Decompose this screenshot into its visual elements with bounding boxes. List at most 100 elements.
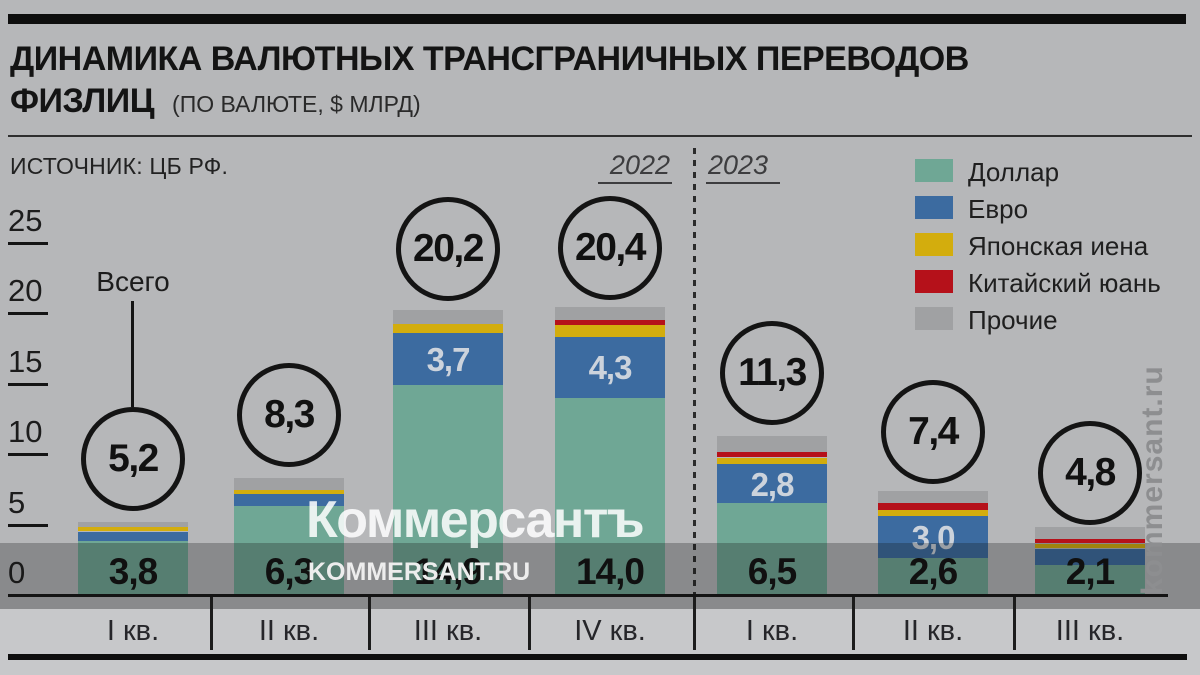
- total-circle-badge: 4,8: [1038, 421, 1142, 525]
- total-circle-badge: 11,3: [720, 321, 824, 425]
- source-caption: ИСТОЧНИК: ЦБ РФ.: [10, 153, 229, 179]
- total-annotation-pointer-line: [131, 301, 134, 407]
- title-divider-rule: [8, 135, 1192, 137]
- x-axis-separator: [852, 597, 855, 650]
- y-axis-tick: [8, 241, 48, 245]
- total-annotation-label: Всего: [96, 266, 170, 297]
- bar-segment-евро: [1035, 548, 1145, 566]
- x-axis-separator: [368, 597, 371, 650]
- bar-value-label-euro: 2,8: [750, 466, 795, 503]
- bar-value-label-dollar: 2,1: [1065, 551, 1115, 592]
- year-label-2022: 2022: [598, 150, 672, 184]
- y-axis-tick: [8, 453, 48, 456]
- bar-segment-прочие: [234, 478, 344, 490]
- y-axis-tick-label: 10: [8, 414, 43, 449]
- total-circle-badge: 7,4: [881, 380, 985, 484]
- bar-value-label-dollar: 6,5: [747, 551, 797, 592]
- total-circle-value: 5,2: [108, 437, 159, 480]
- x-axis-strip: [0, 609, 1200, 675]
- x-axis-quarter-label: I кв.: [745, 615, 799, 647]
- bar-value-label-dollar: 6,3: [264, 551, 314, 592]
- total-circle-value: 8,3: [264, 393, 315, 436]
- bar-value-label-dollar: 2,6: [908, 551, 958, 592]
- bar-value-label-dollar: 3,8: [108, 551, 158, 592]
- x-axis-quarter-label: III кв.: [1055, 615, 1125, 647]
- x-axis-separator: [1013, 597, 1016, 650]
- legend-swatch-icon: [915, 196, 953, 219]
- x-axis-separator: [528, 597, 531, 650]
- bar-value-label-euro: 3,7: [426, 341, 471, 378]
- bar-segment-прочие: [1035, 527, 1145, 539]
- x-axis-baseline: [8, 594, 1168, 597]
- x-axis-quarter-label: II кв.: [902, 615, 964, 647]
- y-axis-tick-label: 20: [8, 273, 43, 308]
- bar-segment-японская-иена: [878, 509, 988, 516]
- bar-value-label-euro: 3,0: [911, 519, 956, 556]
- watermark-kommersant-ru: KOMMERSANT.RU: [308, 558, 531, 586]
- page-subtitle: (ПО ВАЛЮТЕ, $ МЛРД): [172, 91, 421, 117]
- bar-value-label-dollar: 14,0: [575, 551, 645, 592]
- total-circle-badge: 20,2: [396, 197, 500, 301]
- bar-segment-евро: [555, 337, 665, 398]
- bar-segment-японская-иена: [717, 457, 827, 464]
- x-axis-separator: [210, 597, 213, 650]
- bar-segment-доллар: [878, 558, 988, 595]
- bar-segment-японская-иена: [78, 527, 188, 532]
- bar-segment-доллар: [393, 384, 503, 595]
- bar-segment-евро: [234, 493, 344, 507]
- legend-swatch-icon: [915, 270, 953, 293]
- total-circle-value: 11,3: [738, 351, 807, 394]
- bar-segment-японская-иена: [393, 323, 503, 333]
- year-label-2023: 2023: [706, 150, 780, 184]
- watermark-kommersant: Коммерсантъ: [306, 491, 645, 549]
- bar-segment-японская-иена: [555, 325, 665, 337]
- y-axis-tick-label: 25: [8, 202, 43, 238]
- legend-item-label: Японская иена: [968, 231, 1149, 261]
- watermark-side-vertical: kommersant.ru: [1136, 365, 1169, 595]
- y-axis-tick: [8, 523, 48, 527]
- legend-item-label: Доллар: [968, 157, 1060, 187]
- total-circle-badge: 5,2: [81, 407, 185, 511]
- y-axis-tick-label: 5: [8, 484, 26, 520]
- bar-segment-китайский-юань: [555, 320, 665, 325]
- bottom-rule-bar: [8, 654, 1187, 660]
- y-axis-tick-label: 15: [8, 343, 43, 379]
- total-circle-value: 20,2: [413, 227, 484, 270]
- bar-segment-прочие: [393, 310, 503, 324]
- legend-swatch-icon: [915, 233, 953, 256]
- legend-swatch-icon: [915, 307, 953, 330]
- top-rule-bar: [8, 14, 1186, 24]
- dark-overlay-band: [0, 543, 1200, 609]
- year-divider-dashed-line: [693, 148, 696, 598]
- y-axis-tick-label: 0: [8, 555, 26, 590]
- bar-value-label-euro: 4,3: [588, 349, 633, 386]
- x-axis-quarter-label: I кв.: [106, 615, 160, 647]
- total-circle-value: 4,8: [1065, 451, 1116, 494]
- bar-segment-доллар: [717, 503, 827, 595]
- bar-segment-прочие: [555, 307, 665, 321]
- bar-segment-прочие: [878, 490, 988, 504]
- total-circle-badge: 20,4: [558, 196, 662, 300]
- bar-segment-доллар: [1035, 565, 1145, 595]
- page-title-line2-row: ФИЗЛИЦ (ПО ВАЛЮТЕ, $ МЛРД): [10, 82, 421, 121]
- bar-segment-прочие: [78, 521, 188, 528]
- bar-segment-китайский-юань: [878, 503, 988, 510]
- bar-segment-китайский-юань: [717, 451, 827, 458]
- total-circle-value: 7,4: [908, 410, 959, 453]
- page-title-line1: ДИНАМИКА ВАЛЮТНЫХ ТРАНСГРАНИЧНЫХ ПЕРЕВОД…: [10, 40, 969, 78]
- x-axis-separator: [693, 597, 696, 650]
- y-axis-tick: [8, 312, 48, 315]
- x-axis-quarter-label: IV кв.: [574, 615, 646, 647]
- bar-segment-евро: [393, 332, 503, 385]
- bar-segment-доллар: [555, 397, 665, 595]
- legend-item-label: Прочие: [968, 305, 1058, 335]
- page-title-line2: ФИЗЛИЦ: [10, 82, 155, 120]
- x-axis-quarter-label: III кв.: [413, 615, 483, 647]
- x-axis-quarter-label: II кв.: [258, 615, 320, 647]
- bar-segment-евро: [78, 531, 188, 542]
- legend-swatch-icon: [915, 159, 953, 182]
- legend-item-label: Китайский юань: [968, 268, 1161, 298]
- bar-segment-японская-иена: [234, 490, 344, 494]
- legend-item-label: Евро: [968, 194, 1029, 224]
